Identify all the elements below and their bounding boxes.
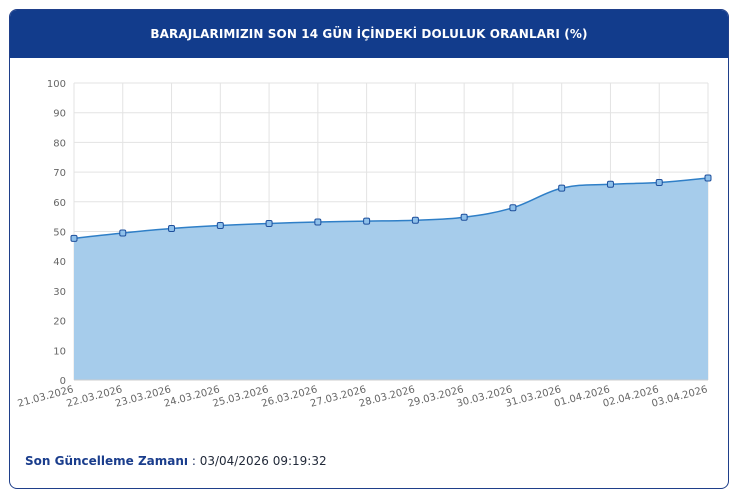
x-tick-label: 01.04.2026 bbox=[553, 384, 611, 409]
y-tick-label: 50 bbox=[53, 228, 66, 239]
x-tick-label: 25.03.2026 bbox=[212, 384, 270, 409]
data-point bbox=[655, 178, 663, 186]
last-update-separator: : bbox=[188, 454, 200, 468]
x-tick-label: 21.03.2026 bbox=[17, 384, 75, 409]
y-tick-label: 100 bbox=[47, 79, 66, 90]
x-tick-label: 29.03.2026 bbox=[407, 384, 465, 409]
y-tick-label: 40 bbox=[53, 257, 66, 268]
data-point bbox=[314, 218, 322, 226]
chart-card: BARAJLARIMIZIN SON 14 GÜN İÇİNDEKİ DOLUL… bbox=[9, 9, 729, 489]
y-tick-label: 70 bbox=[53, 168, 66, 179]
x-tick-label: 03.04.2026 bbox=[651, 384, 709, 409]
data-point bbox=[704, 174, 712, 182]
data-point bbox=[606, 180, 614, 188]
y-tick-label: 60 bbox=[53, 198, 66, 209]
data-point bbox=[119, 229, 127, 237]
area-fill bbox=[74, 178, 708, 380]
y-tick-label: 80 bbox=[53, 138, 66, 149]
y-tick-label: 20 bbox=[53, 317, 66, 328]
last-update-value: 03/04/2026 09:19:32 bbox=[199, 454, 327, 468]
data-point bbox=[216, 222, 224, 230]
area-chart: 0 10 20 30 40 50 60 70 80 90 100 21.03.202622.03.20… bbox=[17, 79, 712, 410]
x-tick-label: 26.03.2026 bbox=[260, 384, 318, 409]
y-tick-label: 90 bbox=[53, 109, 66, 120]
x-tick-label: 24.03.2026 bbox=[163, 384, 221, 409]
x-tick-label: 30.03.2026 bbox=[456, 384, 514, 409]
data-point bbox=[265, 219, 273, 227]
x-tick-label: 22.03.2026 bbox=[65, 384, 123, 409]
y-tick-label: 10 bbox=[53, 346, 66, 357]
data-point bbox=[509, 204, 517, 212]
data-point bbox=[70, 234, 78, 242]
last-update: Son Güncelleme Zamanı : 03/04/2026 09:19… bbox=[25, 454, 327, 468]
chart-area: 0 10 20 30 40 50 60 70 80 90 100 21.03.2026 22.03.20… bbox=[10, 58, 728, 438]
data-point bbox=[363, 217, 371, 225]
series-line bbox=[73, 177, 709, 240]
y-tick-label: 30 bbox=[53, 287, 66, 298]
data-point bbox=[558, 184, 566, 192]
y-tick-label: 0 bbox=[60, 376, 66, 387]
x-tick-label: 23.03.2026 bbox=[114, 384, 172, 409]
x-tick-label: 28.03.2026 bbox=[358, 384, 416, 409]
last-update-label: Son Güncelleme Zamanı bbox=[25, 454, 189, 468]
x-tick-label: 27.03.2026 bbox=[309, 384, 367, 409]
data-point bbox=[168, 225, 176, 233]
x-tick-label: 02.04.2026 bbox=[602, 384, 660, 409]
x-tick-label: 31.03.2026 bbox=[504, 384, 562, 409]
data-point bbox=[460, 213, 468, 221]
data-point bbox=[411, 216, 419, 224]
card-header: BARAJLARIMIZIN SON 14 GÜN İÇİNDEKİ DOLUL… bbox=[10, 10, 728, 58]
chart-title: BARAJLARIMIZIN SON 14 GÜN İÇİNDEKİ DOLUL… bbox=[150, 27, 588, 41]
